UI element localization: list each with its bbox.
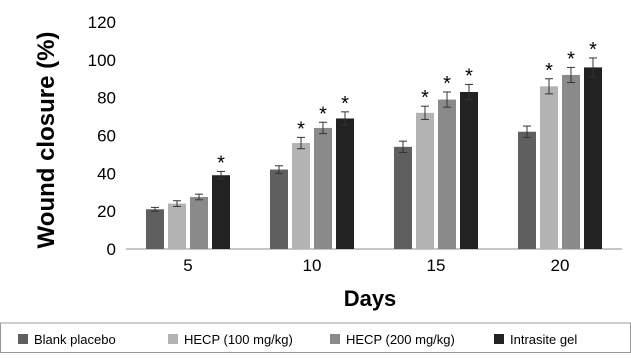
x-tick-label: 5 [183,256,192,275]
significance-marker: * [421,87,429,109]
significance-marker: * [319,103,327,125]
bar [314,127,332,249]
y-tick-label: 0 [107,240,116,259]
y-tick-label: 80 [97,89,116,108]
y-axis-title: Wound closure (%) [33,32,60,249]
bar [270,169,288,249]
legend-label: HECP (200 mg/kg) [346,332,455,347]
error-bar [465,83,473,101]
bar [336,118,354,249]
error-bar [589,57,597,78]
bar [212,175,230,249]
x-tick-label: 10 [303,256,322,275]
error-bar [151,206,159,212]
bar [584,67,602,250]
bar [416,112,434,249]
significance-marker: * [297,118,305,140]
legend-item: HECP (100 mg/kg) [168,332,293,347]
y-tick-label: 100 [88,51,116,70]
error-bar [217,170,225,180]
legend-item: HECP (200 mg/kg) [330,332,455,347]
x-axis-title: Days [344,286,397,311]
significance-marker: * [443,73,451,95]
y-tick-label: 40 [97,164,116,183]
y-tick-label: 120 [88,13,116,32]
legend-swatch [494,334,504,344]
significance-marker: * [465,65,473,87]
significance-marker: * [567,48,575,70]
legend-item: Blank placebo [18,332,116,347]
y-tick-label: 60 [97,127,116,146]
error-bar [545,78,553,95]
significance-marker: * [589,39,597,61]
legend-swatch [330,334,340,344]
x-axis: 5 10 15 20 [126,248,622,275]
legend-label: Blank placebo [34,332,116,347]
significance-marker: * [217,152,225,174]
legend-item: Intrasite gel [494,332,577,347]
bar [438,99,456,249]
bar [518,131,536,249]
error-bar [297,136,305,150]
bar [146,209,164,249]
legend: Blank placebo HECP (100 mg/kg) HECP (200 m… [0,322,631,353]
error-bar [421,105,429,120]
error-bar [275,165,283,174]
significance-marker: * [341,93,349,115]
bar [460,91,478,249]
bars: * * * * * * * * * * [146,39,602,250]
bar [190,196,208,249]
significance-marker: * [545,60,553,82]
error-bar [195,193,203,201]
y-axis: 0 20 40 60 80 100 120 [88,13,116,259]
bar [292,143,310,249]
error-bar [567,66,575,84]
legend-label: Intrasite gel [510,332,577,347]
legend-label: HECP (100 mg/kg) [184,332,293,347]
error-bar [319,121,327,135]
bar [562,74,580,249]
error-bar [523,125,531,138]
legend-swatch [18,334,28,344]
x-tick-label: 15 [427,256,446,275]
x-tick-label: 20 [551,256,570,275]
error-bar [443,91,451,108]
legend-swatch [168,334,178,344]
error-bar [399,140,407,154]
error-bar [341,111,349,126]
bar [540,86,558,249]
y-tick-label: 20 [97,202,116,221]
bar [168,203,186,249]
error-bar [173,200,181,207]
bar [394,146,412,249]
